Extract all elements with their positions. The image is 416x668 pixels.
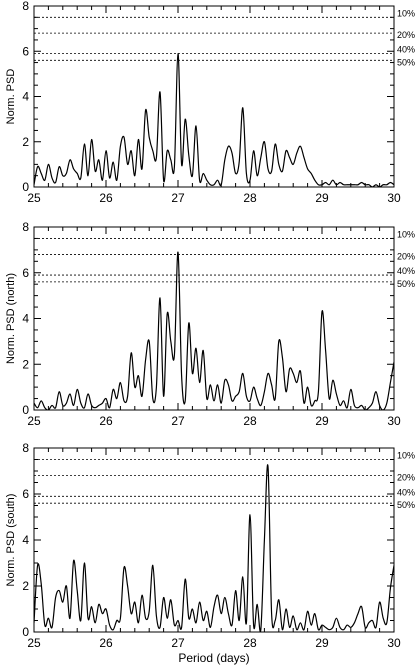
y-axis-label: Norm. PSD (5, 69, 17, 125)
x-tick-label: 30 (387, 191, 401, 205)
chart-panel-1: 10% 20% 40% 50% 25 26 27 28 29 30 0 2 4 6 8 Norm. PSD (5, 0, 415, 205)
x-tick-label: 30 (387, 636, 401, 650)
x-tick-label: 29 (315, 191, 329, 205)
y-tick-label: 8 (22, 220, 29, 234)
x-tick-label: 25 (27, 191, 41, 205)
y-tick-label: 2 (22, 357, 29, 371)
significance-label: 40% (397, 266, 415, 276)
significance-label: 10% (397, 8, 415, 18)
x-tick-label: 28 (243, 636, 257, 650)
y-tick-label: 4 (22, 533, 29, 547)
significance-label: 10% (397, 229, 415, 239)
y-tick-label: 6 (22, 44, 29, 58)
x-tick-label: 28 (243, 191, 257, 205)
x-tick-label: 29 (315, 636, 329, 650)
y-axis-label: Norm. PSD (south) (5, 494, 17, 587)
chart-panel-3: 10% 20% 40% 50% 25 26 27 28 29 30 0 2 4 6 8 Norm. PSD (… (5, 441, 415, 665)
x-tick-label: 28 (243, 414, 257, 428)
psd-series-line (34, 251, 394, 410)
significance-label: 40% (397, 487, 415, 497)
y-tick-label: 2 (22, 135, 29, 149)
x-tick-label: 26 (99, 636, 113, 650)
x-tick-label: 27 (171, 636, 185, 650)
psd-series-line (34, 52, 394, 187)
y-tick-label: 0 (22, 625, 29, 639)
significance-label: 50% (397, 57, 415, 67)
chart-panel-2: 10% 20% 40% 50% 25 26 27 28 29 30 0 2 4 6 8 Norm. PSD (… (5, 220, 415, 428)
psd-series-line (34, 464, 394, 632)
significance-label: 50% (397, 500, 415, 510)
x-tick-label: 27 (171, 191, 185, 205)
x-axis-label: Period (days) (178, 651, 249, 665)
significance-label: 50% (397, 279, 415, 289)
significance-label: 40% (397, 45, 415, 55)
x-tick-label: 27 (171, 414, 185, 428)
x-tick-label: 30 (387, 414, 401, 428)
y-tick-label: 8 (22, 0, 29, 13)
significance-label: 10% (397, 451, 415, 461)
y-tick-label: 0 (22, 180, 29, 194)
y-tick-label: 4 (22, 90, 29, 104)
y-tick-label: 4 (22, 312, 29, 326)
y-tick-label: 2 (22, 579, 29, 593)
significance-label: 20% (397, 473, 415, 483)
x-tick-label: 25 (27, 414, 41, 428)
y-tick-label: 6 (22, 487, 29, 501)
x-tick-label: 25 (27, 636, 41, 650)
y-tick-label: 6 (22, 266, 29, 280)
y-axis-label: Norm. PSD (north) (5, 273, 17, 364)
y-tick-label: 8 (22, 441, 29, 455)
significance-label: 20% (397, 251, 415, 261)
significance-label: 20% (397, 30, 415, 40)
x-tick-label: 29 (315, 414, 329, 428)
y-tick-label: 0 (22, 403, 29, 417)
x-tick-label: 26 (99, 191, 113, 205)
x-tick-label: 26 (99, 414, 113, 428)
